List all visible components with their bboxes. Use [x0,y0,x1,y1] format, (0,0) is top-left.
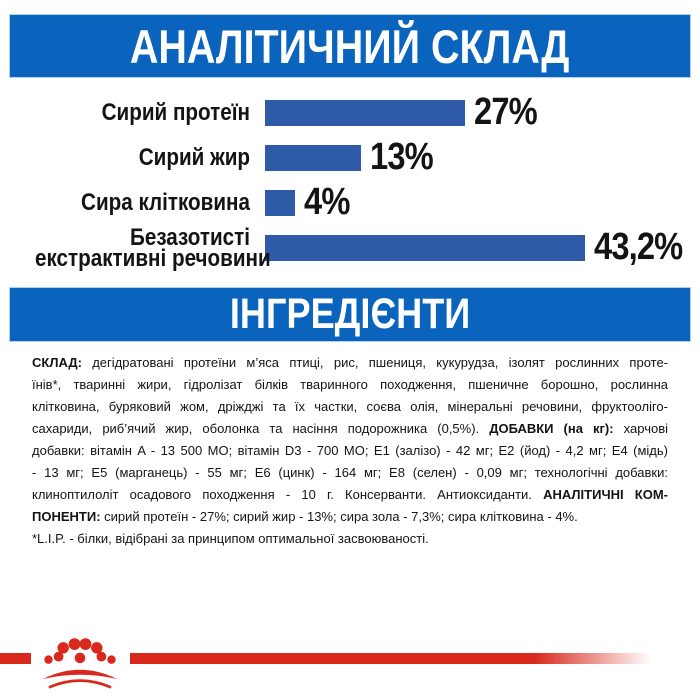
composition-bold-segment: ПОНЕНТИ: [32,509,101,524]
composition-bold-segment: АНАЛІТИЧНІ КОМ- [543,487,668,502]
composition-line: клиноптилоліт осадового походження - 10 … [32,484,668,506]
composition-line: - 13 мг; E5 (марганець) - 55 мг; E6 (цин… [32,462,668,484]
composition-segment: - 13 мг; E5 (марганець) - 55 мг; E6 (цин… [32,465,668,480]
bar-area: 27% [265,91,547,134]
bar-area: 13% [265,136,443,179]
ingredients-title: ІНГРЕДІЄНТИ [229,290,471,338]
analytical-composition-chart: Сирий протеїн 27% Сирий жир 13% Сира клітков… [0,90,700,270]
bar-value: 13% [370,136,434,178]
chart-row: Безазотисті екстрактивні речовини 43,2% [0,225,700,270]
composition-bold-segment: СКЛАД: [32,355,82,370]
chart-row: Сирий протеїн 27% [0,90,700,135]
composition-segment: *L.I.P. - білки, відібрані за принципом … [32,531,429,546]
bar-area: 43,2% [265,226,697,269]
composition-segment: клітковина, буряковий жом, дріжджі та їх… [32,399,668,414]
bar-label-line: Сира клітковина [81,189,250,216]
bar [265,144,361,171]
bar-label-line: екстрактивні речовини [35,244,271,272]
bar-label-line: Сирий жир [138,144,250,171]
composition-line: клітковина, буряковий жом, дріжджі та їх… [32,396,668,418]
bar [265,99,465,126]
chart-row: Сира клітковина 4% [0,180,700,225]
composition-line: СКЛАД: дегідратовані протеїни м’яса птиц… [32,352,668,374]
bar-value: 43,2% [594,226,683,268]
bar-label: Безазотисті екстрактивні речовини [35,223,271,272]
analytical-composition-header: АНАЛІТИЧНИЙ СКЛАД [10,15,690,77]
composition-segment: сирий протеїн - 27%; сирий жир - 13%; си… [100,509,578,524]
bar-label: Сирий протеїн [35,99,251,126]
bar-label: Сира клітковина [35,189,250,216]
footer-line-right [130,653,662,664]
footer-line-left [0,653,31,664]
bar [265,189,295,216]
composition-segment: їнів*, тваринні жири, гідролізат білків … [32,377,668,392]
composition-text: СКЛАД: дегідратовані протеїни м’яса птиц… [32,352,668,550]
analytical-composition-title: АНАЛІТИЧНИЙ СКЛАД [130,19,570,73]
bar-value: 4% [304,181,350,223]
composition-line: *L.I.P. - білки, відібрані за принципом … [32,528,668,550]
chart-row: Сирий жир 13% [0,135,700,180]
composition-line: ПОНЕНТИ: сирий протеїн - 27%; сирий жир … [32,506,668,528]
composition-segment: клиноптилоліт осадового походження - 10 … [32,487,544,502]
bar [265,234,585,261]
ingredients-header: ІНГРЕДІЄНТИ [10,288,690,341]
composition-segment: добавки: вітамін A - 13 500 МО; вітамін … [32,443,668,458]
composition-line: сахариди, риб’ячий жир, оболонка та насі… [32,418,668,440]
bar-value: 27% [474,91,538,133]
royal-canin-crown-icon [43,638,117,689]
composition-segment: харчові [613,421,668,436]
composition-line: їнів*, тваринні жири, гідролізат білків … [32,374,668,396]
bar-label: Сирий жир [35,144,250,171]
composition-segment: дегідратовані протеїни м’яса птиці, рис,… [81,355,668,370]
composition-segment: сахариди, риб’ячий жир, оболонка та насі… [32,421,490,436]
bar-area: 4% [265,181,357,224]
bar-label-line: Безазотисті [130,223,250,251]
composition-line: добавки: вітамін A - 13 500 МО; вітамін … [32,440,668,462]
bar-label-line: Сирий протеїн [101,99,251,126]
composition-bold-segment: ДОБАВКИ (на кг): [489,421,614,436]
